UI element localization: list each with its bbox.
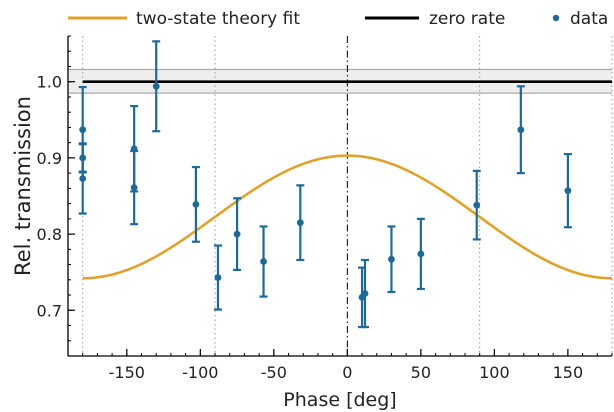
data-point: [78, 143, 87, 173]
data-point: [233, 197, 242, 272]
theory-fit-curve: [82, 154, 613, 280]
data-marker: [214, 274, 222, 281]
data-point: [296, 184, 305, 262]
x-tick-label: 0: [342, 363, 352, 382]
data-point: [516, 85, 525, 175]
data-marker: [130, 184, 138, 192]
legend: two-state theory fit zero rate data: [68, 9, 608, 29]
x-tick-label: -150: [109, 363, 145, 382]
data-point: [259, 225, 268, 298]
data-point: [387, 225, 396, 294]
data-point: [360, 258, 369, 329]
legend-zero-label: zero rate: [429, 9, 505, 29]
data-marker: [388, 255, 395, 263]
legend-data-marker: [552, 14, 560, 22]
data-marker: [192, 200, 200, 208]
data-marker: [473, 201, 481, 209]
data-marker: [361, 290, 369, 297]
data-marker: [79, 126, 87, 134]
x-tick-label: 50: [411, 363, 431, 382]
data-marker: [517, 126, 525, 134]
data-marker: [260, 258, 267, 265]
y-tick-label: 1.0: [37, 73, 62, 92]
y-tick-label: 0.8: [37, 225, 62, 244]
data-marker: [564, 187, 572, 195]
data-marker: [417, 250, 425, 258]
data-point: [130, 149, 139, 226]
x-tick-label: -50: [261, 363, 287, 382]
data-point: [416, 217, 425, 291]
y-axis-label: Rel. transmission: [11, 96, 35, 276]
x-tick-label: 150: [553, 363, 584, 382]
x-axis-label: Phase [deg]: [283, 389, 396, 411]
x-tick-label: 100: [479, 363, 510, 382]
legend-fit-label: two-state theory fit: [136, 9, 300, 29]
x-tick-label: -100: [182, 363, 218, 382]
data-point: [213, 244, 222, 311]
legend-data-label: data: [570, 9, 608, 29]
y-tick-label: 0.7: [37, 301, 62, 320]
data-point: [472, 169, 481, 241]
data-marker: [79, 175, 87, 182]
data-marker: [79, 154, 87, 162]
data-marker: [233, 230, 241, 238]
data-point: [191, 165, 200, 243]
data-marker: [152, 82, 160, 90]
plot-area: -150 -100 -50 0 50 100 150 0.7 0.8 0.9 1.0: [37, 35, 613, 382]
y-tick-label: 0.9: [37, 149, 62, 168]
data-marker: [296, 219, 304, 227]
data-point: [152, 40, 161, 133]
data-point: [563, 152, 572, 229]
